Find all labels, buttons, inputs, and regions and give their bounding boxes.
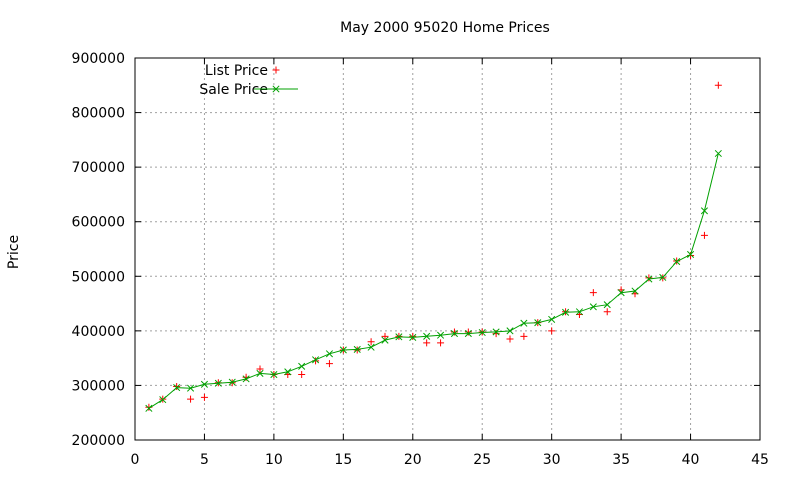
list-price-point: [367, 338, 375, 346]
legend-label: Sale Price: [199, 82, 268, 98]
sale-price-point: [159, 396, 167, 404]
series-1: [145, 149, 722, 412]
y-tick-label: 500000: [72, 269, 125, 285]
legend-marker: [272, 66, 280, 74]
sale-price-point: [450, 330, 458, 338]
sale-price-point: [562, 308, 570, 316]
sale-price-point: [381, 336, 389, 344]
sale-price-point: [409, 333, 417, 341]
list-price-point: [589, 289, 597, 297]
list-price-point: [381, 332, 389, 340]
list-price-point: [437, 339, 445, 347]
sale-price-point: [673, 257, 681, 266]
list-price-point: [423, 339, 431, 347]
sale-price-point: [492, 328, 500, 336]
sale-price-point: [617, 289, 625, 297]
sale-price-point: [589, 303, 597, 311]
sale-price-point: [339, 346, 347, 354]
sale-price-point: [603, 301, 611, 309]
list-price-point: [603, 308, 611, 316]
sale-price-point: [173, 384, 181, 392]
x-tick-label: 30: [543, 452, 561, 468]
list-price-point: [464, 328, 472, 336]
y-tick-label: 200000: [72, 433, 125, 449]
x-tick-label: 0: [131, 452, 140, 468]
x-tick-label: 45: [751, 452, 769, 468]
legend: List Price Sale Price: [199, 63, 298, 98]
list-price-point: [173, 383, 181, 391]
sale-price-point: [145, 404, 153, 412]
x-tick-label: 25: [473, 452, 491, 468]
sale-price-point: [256, 369, 264, 377]
y-tick-label: 800000: [72, 106, 125, 122]
sale-price-point: [548, 315, 556, 323]
list-price-point: [506, 335, 514, 343]
sale-price-point: [700, 207, 708, 215]
sale-price-point: [714, 149, 722, 158]
chart-title: May 2000 95020 Home Prices: [340, 20, 550, 36]
list-price-point: [645, 274, 653, 282]
sale-price-point: [659, 273, 667, 281]
sale-price-point: [200, 380, 208, 388]
sale-price-point: [325, 350, 333, 358]
x-axis-ticks: 0 5 10 15 20 25 30 35 40 45: [131, 58, 769, 468]
x-tick-label: 35: [612, 452, 630, 468]
list-price-point: [700, 231, 708, 239]
sale-price-point: [270, 370, 278, 379]
sale-price-point: [423, 332, 431, 340]
sale-price-point: [464, 330, 472, 338]
x-tick-label: 10: [265, 452, 283, 468]
sale-price-line: [148, 153, 719, 409]
sale-price-point: [478, 328, 486, 337]
y-tick-label: 300000: [72, 378, 125, 394]
series-0: [145, 81, 722, 411]
grid: [135, 58, 760, 440]
sale-price-point: [534, 319, 542, 327]
x-tick-label: 20: [404, 452, 422, 468]
y-axis-label: Price: [6, 235, 22, 269]
sale-price-point: [228, 378, 236, 386]
sale-price-point: [353, 345, 361, 353]
list-price-point: [325, 360, 333, 368]
sale-price-point: [506, 327, 514, 335]
list-price-point: [492, 330, 500, 338]
sale-price-point: [187, 384, 195, 392]
sale-price-point: [312, 356, 320, 364]
sale-price-point: [214, 379, 222, 387]
sale-price-point: [298, 362, 306, 370]
sale-price-point: [687, 250, 695, 259]
sale-price-point: [395, 333, 403, 341]
list-price-point: [520, 332, 528, 340]
x-tick-label: 15: [334, 452, 352, 468]
sale-price-point: [575, 308, 583, 316]
sale-price-point: [437, 331, 445, 339]
list-price-point: [714, 81, 722, 89]
y-tick-label: 600000: [72, 215, 125, 231]
list-price-point: [256, 365, 264, 373]
sale-price-point: [284, 368, 292, 376]
sale-price-point: [242, 375, 250, 383]
y-axis-ticks: 200000 300000 400000 500000 600000 700000 8000…: [72, 51, 760, 449]
sale-price-point: [367, 343, 375, 351]
list-price-point: [298, 371, 306, 379]
series-layer: [145, 81, 722, 412]
legend-marker: [272, 85, 280, 93]
list-price-point: [200, 393, 208, 401]
sale-price-point: [520, 319, 528, 327]
list-price-point: [409, 332, 417, 340]
y-tick-label: 400000: [72, 324, 125, 340]
list-price-point: [450, 328, 458, 336]
plot-frame: [134, 57, 761, 441]
sale-price-point: [631, 287, 639, 295]
legend-label: List Price: [205, 63, 268, 79]
y-tick-label: 700000: [72, 160, 125, 176]
x-tick-label: 40: [682, 452, 700, 468]
y-tick-label: 900000: [72, 51, 125, 67]
list-price-point: [548, 327, 556, 335]
x-tick-label: 5: [200, 452, 209, 468]
sale-price-point: [645, 275, 653, 283]
list-price-point: [187, 395, 195, 403]
